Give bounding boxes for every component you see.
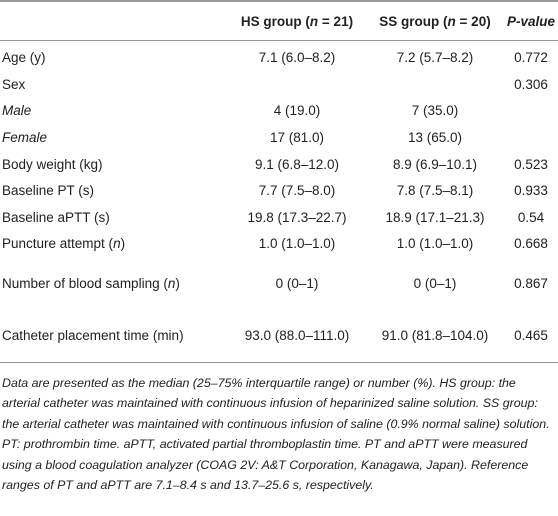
table-row: Baseline PT (s) 7.7 (7.5–8.0) 7.8 (7.5–8.1…: [0, 178, 558, 205]
table-row: Number of blood sampling (n) 0 (0–1) 0 (0–…: [0, 258, 558, 310]
table-row: Catheter placement time (min) 93.0 (88.0–…: [0, 309, 558, 363]
cell: 7 (35.0): [411, 103, 459, 119]
cell: 7.7 (7.5–8.0): [258, 183, 336, 199]
cell: [504, 125, 558, 152]
cell: 7.1 (6.0–8.2): [258, 50, 336, 66]
table-row: Female 17 (81.0) 13 (65.0): [0, 125, 558, 152]
row-label: Baseline aPTT (s): [2, 209, 110, 225]
cell: 0.933: [514, 183, 548, 199]
cell: 0.668: [514, 236, 548, 252]
text-segment: = 20): [455, 13, 491, 29]
cell: 9.1 (6.8–12.0): [254, 156, 340, 172]
cell: 17 (81.0): [269, 130, 325, 146]
table-row: Baseline aPTT (s) 19.8 (17.3–22.7) 18.9 (1…: [0, 205, 558, 232]
text-segment: -value: [515, 13, 556, 29]
header-cell: HS group (n = 21): [228, 0, 366, 41]
cell: 1.0 (1.0–1.0): [258, 236, 336, 252]
text-segment: n: [167, 275, 176, 291]
header-row: HS group (n = 21) SS group (n = 20) P-valu…: [0, 0, 558, 41]
cell: 13 (65.0): [407, 130, 463, 146]
cell: 8.9 (6.9–10.1): [392, 156, 478, 172]
cell: 0 (0–1): [275, 275, 319, 291]
row-label: Sex: [2, 76, 26, 92]
table-row: Puncture attempt (n) 1.0 (1.0–1.0) 1.0 (1.…: [0, 231, 558, 258]
text-segment: ): [175, 275, 180, 291]
cell: 0.306: [514, 76, 548, 92]
text-segment: Puncture attempt (: [2, 236, 114, 252]
row-label: Female: [2, 130, 48, 146]
cell: 7.2 (5.7–8.2): [396, 50, 474, 66]
row-label: Male: [2, 103, 32, 119]
table-row: Male 4 (19.0) 7 (35.0): [0, 98, 558, 125]
data-table: HS group (n = 21) SS group (n = 20) P-valu…: [0, 0, 558, 363]
cell: 0.523: [514, 156, 548, 172]
header-cell: P-value: [504, 0, 558, 41]
footnote: Data are presented as the median (25–75%…: [2, 375, 550, 493]
cell: 0.54: [517, 209, 545, 225]
text-segment: ): [120, 236, 126, 252]
row-label: Puncture attempt (n): [0, 231, 228, 258]
row-label: Age (y): [2, 50, 46, 66]
header-cell: [0, 0, 228, 41]
cell: 18.9 (17.1–21.3): [385, 209, 485, 225]
cell: 91.0 (81.8–104.0): [366, 309, 504, 363]
cell: [228, 72, 366, 99]
text-segment: P: [506, 13, 516, 29]
cell: 4 (19.0): [273, 103, 321, 119]
table-row: Age (y) 7.1 (6.0–8.2) 7.2 (5.7–8.2) 0.772: [0, 41, 558, 72]
cell: 19.8 (17.3–22.7): [247, 209, 347, 225]
text-segment: n: [309, 13, 319, 29]
cell: 1.0 (1.0–1.0): [396, 236, 474, 252]
cell: 0.465: [504, 309, 558, 363]
cell: 0 (0–1): [413, 275, 457, 291]
cell: 93.0 (88.0–111.0): [228, 309, 366, 363]
row-label: Catheter placement time (min): [0, 309, 228, 363]
table-row: Body weight (kg) 9.1 (6.8–12.0) 8.9 (6.9–1…: [0, 151, 558, 178]
text-segment: SS group (: [379, 13, 448, 29]
row-label: Baseline PT (s): [2, 183, 95, 199]
text-segment: = 21): [318, 13, 354, 29]
header-cell: SS group (n = 20): [366, 0, 504, 41]
table-row: Sex 0.306: [0, 72, 558, 99]
text-segment: n: [447, 13, 456, 29]
text-segment: Number of blood sampling (: [2, 275, 168, 291]
cell: 0.772: [514, 50, 548, 66]
cell: 0.867: [514, 275, 548, 291]
cell: 7.8 (7.5–8.1): [396, 183, 474, 199]
row-label: Body weight (kg): [2, 156, 103, 172]
cell: [504, 98, 558, 125]
row-label: Number of blood sampling (n): [0, 258, 228, 310]
text-segment: HS group (: [240, 13, 310, 29]
text-segment: n: [113, 236, 121, 252]
cell: [366, 72, 504, 99]
